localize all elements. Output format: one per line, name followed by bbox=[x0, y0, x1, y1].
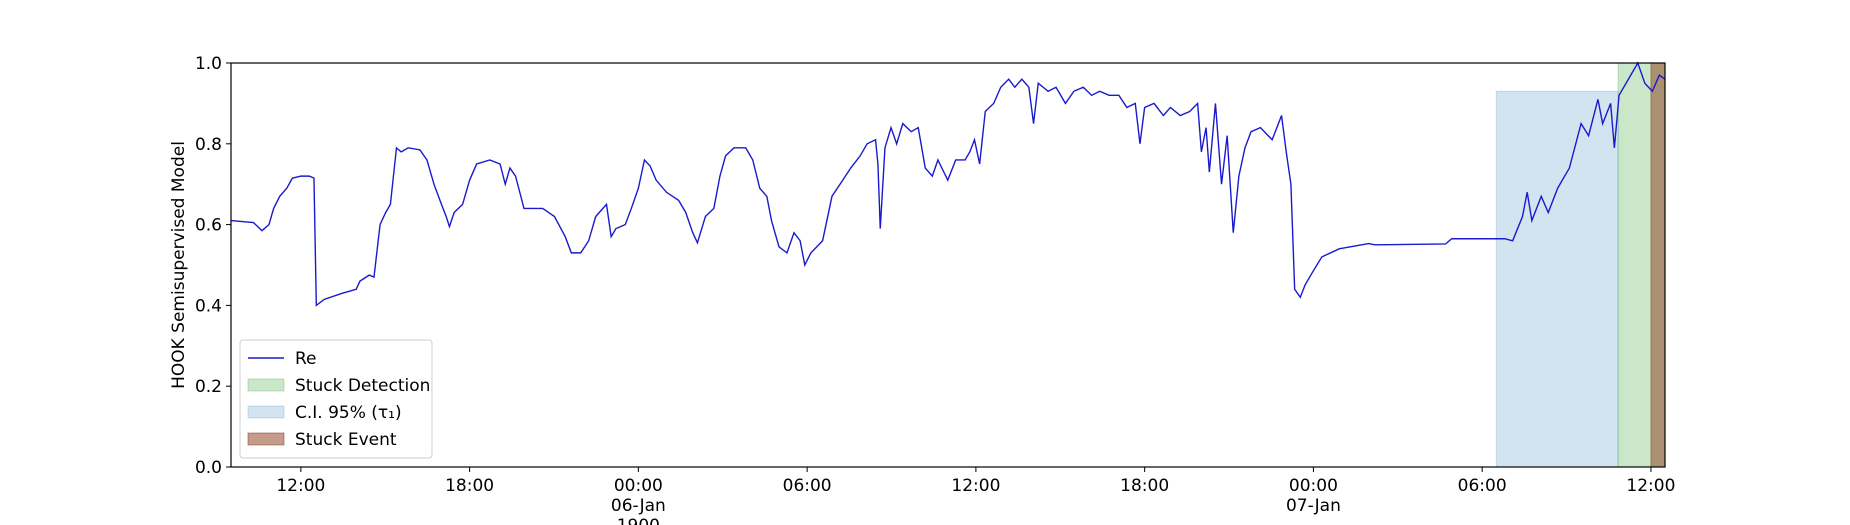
x-tick-label: 06:00 bbox=[1458, 476, 1507, 496]
x-tick-label: 12:00 bbox=[276, 476, 325, 496]
legend-label: Stuck Detection bbox=[295, 376, 430, 396]
y-tick-label: 0.4 bbox=[195, 296, 222, 316]
x-tick-label: 12:00 bbox=[1626, 476, 1675, 496]
legend-swatch bbox=[247, 378, 285, 392]
legend-label: Re bbox=[295, 349, 317, 369]
x-tick-label: 00:00 07-Jan bbox=[1286, 476, 1341, 516]
y-tick-label: 0.6 bbox=[195, 216, 222, 236]
y-tick-label: 0.2 bbox=[195, 377, 222, 397]
y-tick-label: 0.0 bbox=[195, 458, 222, 478]
x-tick-label: 12:00 bbox=[951, 476, 1000, 496]
legend-box bbox=[239, 339, 433, 459]
legend-label: Stuck Event bbox=[295, 430, 397, 450]
legend-swatch bbox=[247, 432, 285, 446]
axes-frame bbox=[230, 62, 1666, 468]
legend-swatch bbox=[247, 405, 285, 419]
legend-label: C.I. 95% (τ₁) bbox=[295, 403, 402, 423]
span bbox=[1650, 62, 1666, 468]
data-line bbox=[230, 61, 1666, 307]
y-tick-label: 0.8 bbox=[195, 135, 222, 155]
x-tick-label: 18:00 bbox=[1120, 476, 1169, 496]
span bbox=[1495, 90, 1619, 468]
x-tick-label: 06:00 bbox=[783, 476, 832, 496]
x-tick-label: 18:00 bbox=[445, 476, 494, 496]
y-axis-label: HOOK Semisupervised Model bbox=[169, 141, 189, 389]
y-tick-label: 1.0 bbox=[195, 54, 222, 74]
